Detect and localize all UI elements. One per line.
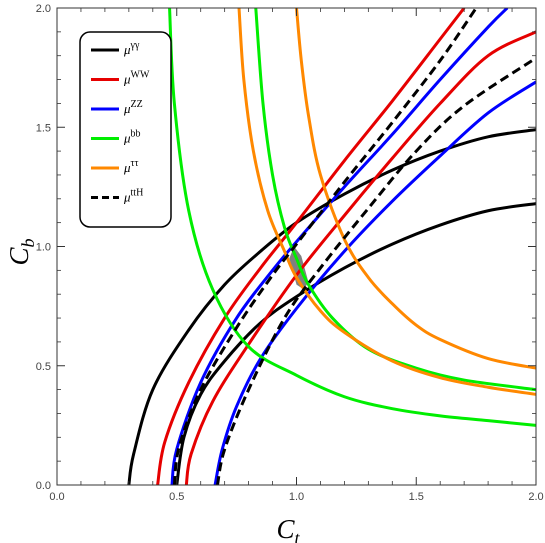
series-1-curve-2 xyxy=(184,30,536,485)
series-0-curve-1 xyxy=(127,128,536,485)
y-tick-label: 0.5 xyxy=(36,361,51,373)
y-tick-label: 1.5 xyxy=(36,122,51,134)
series-3-curve-2 xyxy=(254,8,536,392)
legend: μγγ μWW μZZ μbb μττ μttH xyxy=(79,31,172,228)
y-axis-title: Cb xyxy=(4,238,38,265)
legend-label-3: μbb xyxy=(123,129,141,146)
series-2-curve-1 xyxy=(170,8,509,485)
tick-layer: 0.00.0 0.5 0.5 1.0 1.0 1.5 1.5 2.0 2.0 xyxy=(36,3,544,503)
curve-layer xyxy=(127,8,536,485)
legend-label-1: μWW xyxy=(123,70,150,87)
legend-label-2: μZZ xyxy=(123,99,143,116)
x-tick-label: 0.0 xyxy=(49,491,64,503)
series-4-curve-2 xyxy=(295,8,536,370)
legend-label-4: μττ xyxy=(123,158,139,175)
legend-label-5: μttH xyxy=(123,188,143,205)
x-tick-label: 1.5 xyxy=(409,491,424,503)
series-3-curve-1 xyxy=(168,8,536,427)
y-tick-label: 0.0 xyxy=(36,480,51,492)
series-5-curve-2 xyxy=(215,56,536,485)
series-2-curve-2 xyxy=(213,80,536,485)
y-tick-label: 1.0 xyxy=(36,242,51,254)
x-tick-label: 2.0 xyxy=(528,491,543,503)
x-axis-title: Ct xyxy=(276,514,300,543)
y-tick-label: 2.0 xyxy=(36,3,51,15)
series-0-curve-2 xyxy=(175,202,536,485)
x-tick-label: 0.5 xyxy=(169,491,184,503)
legend-label-0: μγγ xyxy=(123,40,140,57)
x-tick-label: 1.0 xyxy=(289,491,304,503)
series-5-curve-1 xyxy=(172,8,478,485)
